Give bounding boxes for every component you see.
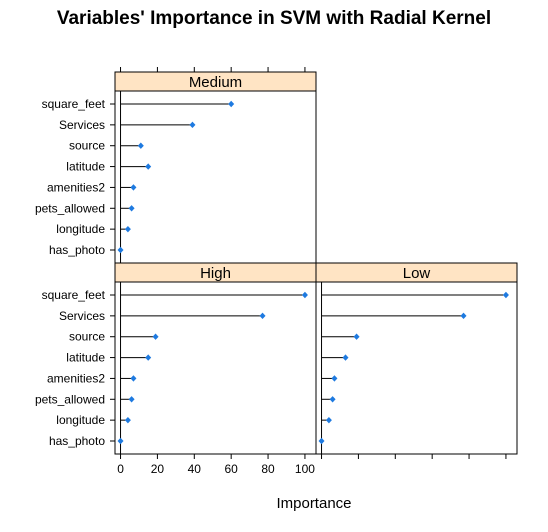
panel-high: High	[114, 262, 317, 455]
x-tick-label: 20	[151, 462, 165, 476]
y-tick-label: longitude	[56, 413, 105, 427]
y-tick-label: pets_allowed	[35, 201, 105, 215]
panel-low: Low	[315, 262, 518, 455]
data-point	[353, 333, 360, 340]
data-point	[325, 416, 332, 424]
data-point	[331, 375, 338, 382]
panels: Medium High Low square_feet Services source la…	[35, 67, 518, 476]
data-point	[145, 163, 152, 170]
chart-title: Variables' Importance in SVM with Radial…	[57, 8, 491, 29]
y-tick-label: Services	[59, 118, 105, 132]
data-point	[130, 375, 137, 382]
x-tick-label: 80	[261, 462, 275, 476]
plot-frame-low	[315, 281, 518, 455]
data-point	[259, 312, 266, 320]
y-tick-label: pets_allowed	[35, 392, 105, 406]
data-point	[128, 396, 135, 403]
panel-medium: Medium	[114, 71, 317, 264]
x-tick-label: 40	[188, 462, 202, 476]
y-tick-label: square_feet	[42, 97, 106, 111]
data-point	[342, 354, 349, 361]
y-tick-label: has_photo	[49, 434, 105, 448]
data-point	[318, 437, 325, 445]
data-point	[228, 100, 235, 108]
y-tick-label: Services	[59, 309, 105, 323]
data-point	[130, 184, 137, 191]
y-tick-label: latitude	[66, 160, 105, 174]
y-tick-label: amenities2	[47, 180, 105, 194]
data-point	[117, 437, 124, 445]
strip-label-medium: Medium	[189, 74, 242, 91]
y-tick-label: amenities2	[47, 371, 105, 385]
y-tick-label: square_feet	[42, 288, 106, 302]
x-tick-label: 0	[117, 462, 124, 476]
y-tick-label: source	[69, 330, 105, 344]
data-point	[189, 121, 196, 129]
x-tick-label: 60	[224, 462, 238, 476]
data-point	[329, 396, 336, 403]
data-point	[137, 142, 144, 149]
data-point	[124, 225, 131, 233]
plot-frame-medium	[114, 90, 317, 264]
x-axis-label: Importance	[276, 495, 351, 512]
x-tick-label: 100	[295, 462, 315, 476]
strip-label-low: Low	[403, 265, 431, 282]
y-tick-label: has_photo	[49, 243, 105, 257]
y-tick-label: longitude	[56, 222, 105, 236]
y-tick-label: latitude	[66, 351, 105, 365]
strip-label-high: High	[200, 265, 231, 282]
data-point	[152, 333, 159, 340]
data-point	[301, 291, 308, 299]
data-point	[145, 354, 152, 361]
data-point	[460, 312, 467, 320]
data-point	[117, 246, 124, 254]
data-point	[124, 416, 131, 424]
data-point	[502, 291, 509, 299]
y-tick-label: source	[69, 139, 105, 153]
plot-frame-high	[114, 281, 317, 455]
data-point	[128, 205, 135, 212]
